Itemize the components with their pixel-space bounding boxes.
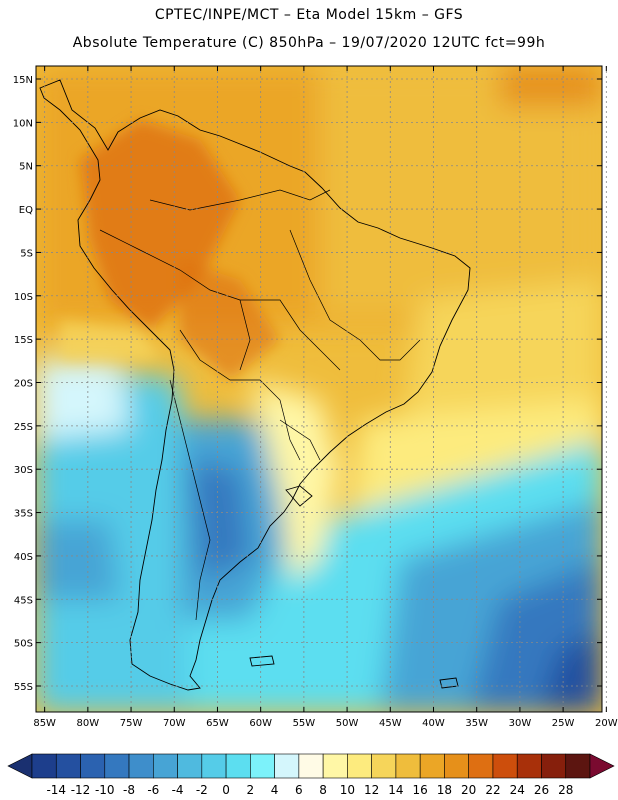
lat-label: 15N: [13, 75, 33, 86]
colorbar-box: [516, 753, 542, 779]
longitude-labels: 85W 80W 75W 70W 65W 60W 55W 50W 45W 40W 35W 30W 25W 2…: [33, 718, 617, 729]
lon-label: 35W: [465, 718, 488, 729]
colorbar-box: [153, 753, 178, 779]
colorbar-label: 10: [340, 783, 355, 797]
colorbar-box: [565, 753, 591, 779]
lon-label: 30W: [509, 718, 532, 729]
colorbar-box: [225, 753, 251, 779]
lon-label: 55W: [293, 718, 316, 729]
colorbar-label: -2: [196, 783, 208, 797]
colorbar-labels: -14 -12 -10 -8 -6 -4 -2 0 2 4 6 8 10 12 14 16 18 20 22 24 26…: [46, 783, 573, 797]
lat-label: 15S: [14, 335, 33, 346]
colorbar-label: 22: [485, 783, 500, 797]
colorbar-label: 16: [413, 783, 428, 797]
colorbar-box: [371, 753, 397, 779]
lon-label: 75W: [120, 718, 143, 729]
temperature-map: 15N 10N 5N EQ 5S 10S 15S 20S 25S 30S 35S 40S 45S 50S 5…: [13, 65, 618, 729]
colorbar-label: 6: [295, 783, 303, 797]
lat-label: 35S: [14, 509, 33, 520]
colorbar-box: [250, 753, 275, 779]
colorbar-label: -10: [95, 783, 115, 797]
colorbar-box: [128, 753, 154, 779]
colorbar-box: [541, 753, 567, 779]
map-title-line1: CPTEC/INPE/MCT – Eta Model 15km – GFS: [154, 7, 464, 23]
axis-ticks: [36, 66, 607, 712]
colorbar-label: 20: [461, 783, 476, 797]
map-title-line2: Absolute Temperature (C) 850hPa – 19/07/…: [72, 35, 546, 51]
colorbar-box: [444, 753, 469, 779]
lat-label: EQ: [19, 205, 33, 216]
colorbar-label: -8: [123, 783, 135, 797]
colorbar-box: [298, 753, 324, 779]
colorbar-box: [201, 753, 227, 779]
colorbar-box: [104, 753, 130, 779]
colorbar-box: [395, 753, 421, 779]
colorbar-over-arrow: [589, 753, 615, 779]
lat-label: 30S: [14, 465, 33, 476]
lat-lon-grid: [36, 66, 607, 712]
colorbar-box: [468, 753, 494, 779]
lon-label: 20W: [595, 718, 618, 729]
country-borders: [99, 189, 421, 621]
colorbar-label: 28: [558, 783, 573, 797]
colorbar-under-arrow: [7, 753, 33, 779]
colorbar-box: [31, 753, 57, 779]
lat-label: 25S: [14, 422, 33, 433]
latitude-labels: 15N 10N 5N EQ 5S 10S 15S 20S 25S 30S 35S 40S 45S 50S 5…: [13, 75, 33, 693]
lat-label: 50S: [14, 639, 33, 650]
colorbar-box: [177, 753, 203, 779]
lat-label: 45S: [14, 595, 33, 606]
temperature-field: [36, 66, 602, 712]
colorbar-label: -12: [71, 783, 91, 797]
colorbar-label: -14: [46, 783, 66, 797]
lon-label: 65W: [206, 718, 229, 729]
colorbar-box: [55, 753, 81, 779]
colorbar-box: [419, 753, 445, 779]
colorbar-box: [492, 753, 518, 779]
lat-label: 55S: [14, 682, 33, 693]
colorbar-label: 18: [437, 783, 452, 797]
lat-label: 5N: [19, 162, 33, 173]
colorbar-label: 8: [319, 783, 327, 797]
lon-label: 45W: [379, 718, 402, 729]
colorbar-label: -4: [172, 783, 184, 797]
colorbar-box: [322, 753, 348, 779]
lat-label: 10N: [13, 118, 33, 129]
colorbar-label: -6: [147, 783, 159, 797]
lon-label: 85W: [33, 718, 56, 729]
lon-label: 80W: [77, 718, 100, 729]
colorbar-label: 14: [388, 783, 403, 797]
lon-label: 70W: [163, 718, 186, 729]
lon-label: 50W: [336, 718, 359, 729]
coastlines: [39, 79, 471, 691]
lon-label: 60W: [249, 718, 272, 729]
colorbar-label: 26: [534, 783, 549, 797]
lat-label: 20S: [14, 378, 33, 389]
map-frame: [35, 65, 603, 713]
colorbar-label: 24: [510, 783, 525, 797]
colorbar-label: 0: [222, 783, 230, 797]
colorbar-box: [274, 753, 300, 779]
lat-label: 40S: [14, 552, 33, 563]
colorbar-label: 4: [271, 783, 279, 797]
colorbar-label: 2: [247, 783, 255, 797]
lat-label: 5S: [20, 248, 33, 259]
lon-label: 25W: [552, 718, 575, 729]
colorbar-boxes: [7, 753, 615, 779]
lon-label: 40W: [422, 718, 445, 729]
colorbar-box: [80, 753, 106, 779]
colorbar-box: [347, 753, 372, 779]
colorbar-label: 12: [364, 783, 379, 797]
lat-label: 10S: [14, 292, 33, 303]
